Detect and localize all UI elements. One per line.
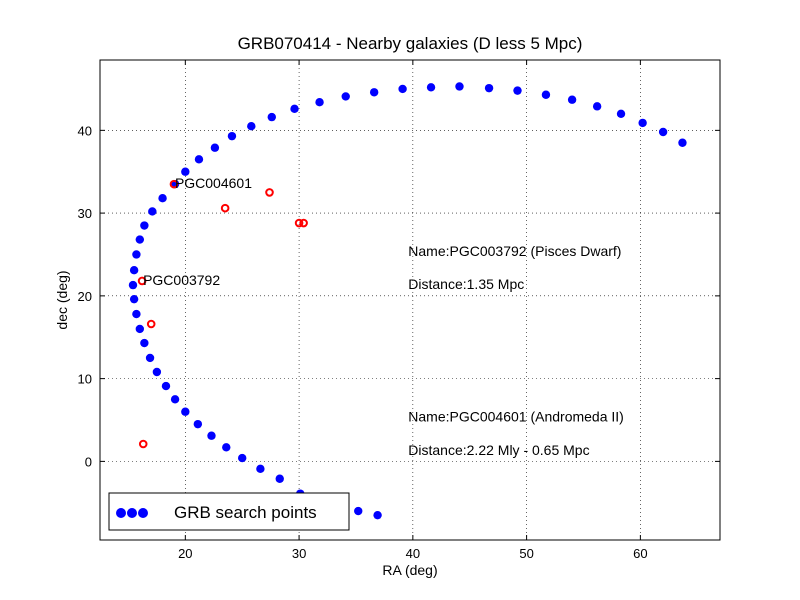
galaxy-marker — [138, 439, 148, 449]
search-point-marker — [373, 510, 382, 520]
galaxy-label: PGC004601 — [175, 175, 252, 191]
axis-ticks: 20 30 40 50 60 0 10 20 30 40 — [78, 60, 720, 561]
search-point-marker — [267, 112, 276, 122]
search-point-marker — [638, 118, 647, 128]
search-point-marker — [152, 367, 162, 377]
search-point-marker — [145, 353, 155, 363]
legend: GRB search points — [108, 492, 350, 531]
galaxy-marker — [146, 319, 156, 329]
search-point-marker — [341, 92, 350, 101]
search-point-marker — [658, 127, 668, 137]
search-point-marker — [678, 138, 687, 147]
search-point-marker — [207, 431, 216, 440]
search-point-marker — [129, 266, 139, 275]
search-point-marker — [455, 82, 464, 91]
legend-marker — [138, 508, 148, 518]
x-tick-label: 30 — [292, 546, 306, 561]
search-point-marker — [129, 294, 139, 304]
search-point-marker — [135, 324, 145, 334]
y-axis-label: dec (deg) — [54, 270, 70, 329]
annotations: PGC004601 PGC003792 Name:PGC003792 (Pisces… — [143, 175, 624, 458]
x-tick-label: 50 — [519, 546, 533, 561]
y-tick-label: 10 — [78, 372, 92, 387]
galaxy-marker — [265, 188, 274, 197]
search-point-marker — [210, 143, 220, 152]
search-point-marker — [222, 443, 231, 452]
search-point-marker — [135, 235, 145, 244]
galaxy-marker — [137, 276, 147, 286]
search-point-marker — [247, 122, 256, 131]
search-point-marker — [193, 419, 203, 429]
x-tick-label: 60 — [633, 546, 647, 561]
search-point-marker — [181, 167, 190, 176]
info-annotation: Distance:1.35 Mpc — [408, 276, 524, 292]
y-tick-label: 0 — [85, 454, 92, 469]
grid — [100, 60, 720, 540]
info-annotation: Distance:2.22 Mly - 0.65 Mpc — [408, 442, 589, 458]
search-point-marker — [140, 338, 149, 348]
x-tick-label: 20 — [178, 546, 192, 561]
legend-marker — [116, 508, 126, 518]
plot-frame — [99, 59, 721, 541]
search-point-marker — [128, 280, 138, 290]
search-point-marker — [541, 90, 551, 99]
search-point-marker — [227, 131, 237, 141]
search-point-marker — [567, 95, 577, 104]
galaxy-label: PGC003792 — [143, 272, 220, 288]
search-point-marker — [158, 194, 167, 203]
galaxy-marker — [299, 218, 308, 228]
search-point-marker — [275, 474, 284, 483]
search-point-marker — [170, 395, 180, 404]
x-axis-label: RA (deg) — [382, 562, 437, 578]
search-point-marker — [238, 453, 247, 463]
y-tick-label: 40 — [78, 123, 92, 138]
search-point-marker — [513, 86, 522, 95]
galaxy-marker — [169, 179, 179, 189]
info-annotation: Name:PGC004601 (Andromeda II) — [408, 409, 624, 425]
galaxy-marker — [294, 218, 304, 228]
search-point-marker — [616, 109, 626, 118]
y-tick-label: 20 — [78, 289, 92, 304]
search-point-marker — [592, 102, 602, 111]
search-point-marker — [181, 407, 190, 416]
galaxy-marker — [220, 203, 230, 213]
legend-box — [108, 492, 350, 531]
search-point-marker — [426, 83, 436, 92]
legend-marker — [127, 508, 137, 518]
y-tick-label: 30 — [78, 206, 92, 221]
search-point-marker — [132, 309, 141, 319]
search-point-marker — [140, 221, 149, 230]
search-point-marker — [315, 98, 324, 107]
search-point-marker — [398, 84, 407, 94]
search-point-marker — [484, 83, 494, 93]
search-point-marker — [194, 155, 204, 164]
search-point-marker — [290, 104, 299, 114]
search-point-marker — [132, 250, 141, 259]
chart-title: GRB070414 - Nearby galaxies (D less 5 Mp… — [238, 34, 583, 53]
search-point-marker — [369, 88, 379, 97]
info-annotation: Name:PGC003792 (Pisces Dwarf) — [408, 243, 621, 259]
search-point-marker — [354, 506, 363, 516]
x-tick-label: 40 — [406, 546, 420, 561]
search-point-marker — [256, 464, 265, 474]
search-point-marker — [148, 207, 157, 216]
search-point-marker — [161, 381, 171, 391]
legend-label: GRB search points — [174, 503, 317, 522]
